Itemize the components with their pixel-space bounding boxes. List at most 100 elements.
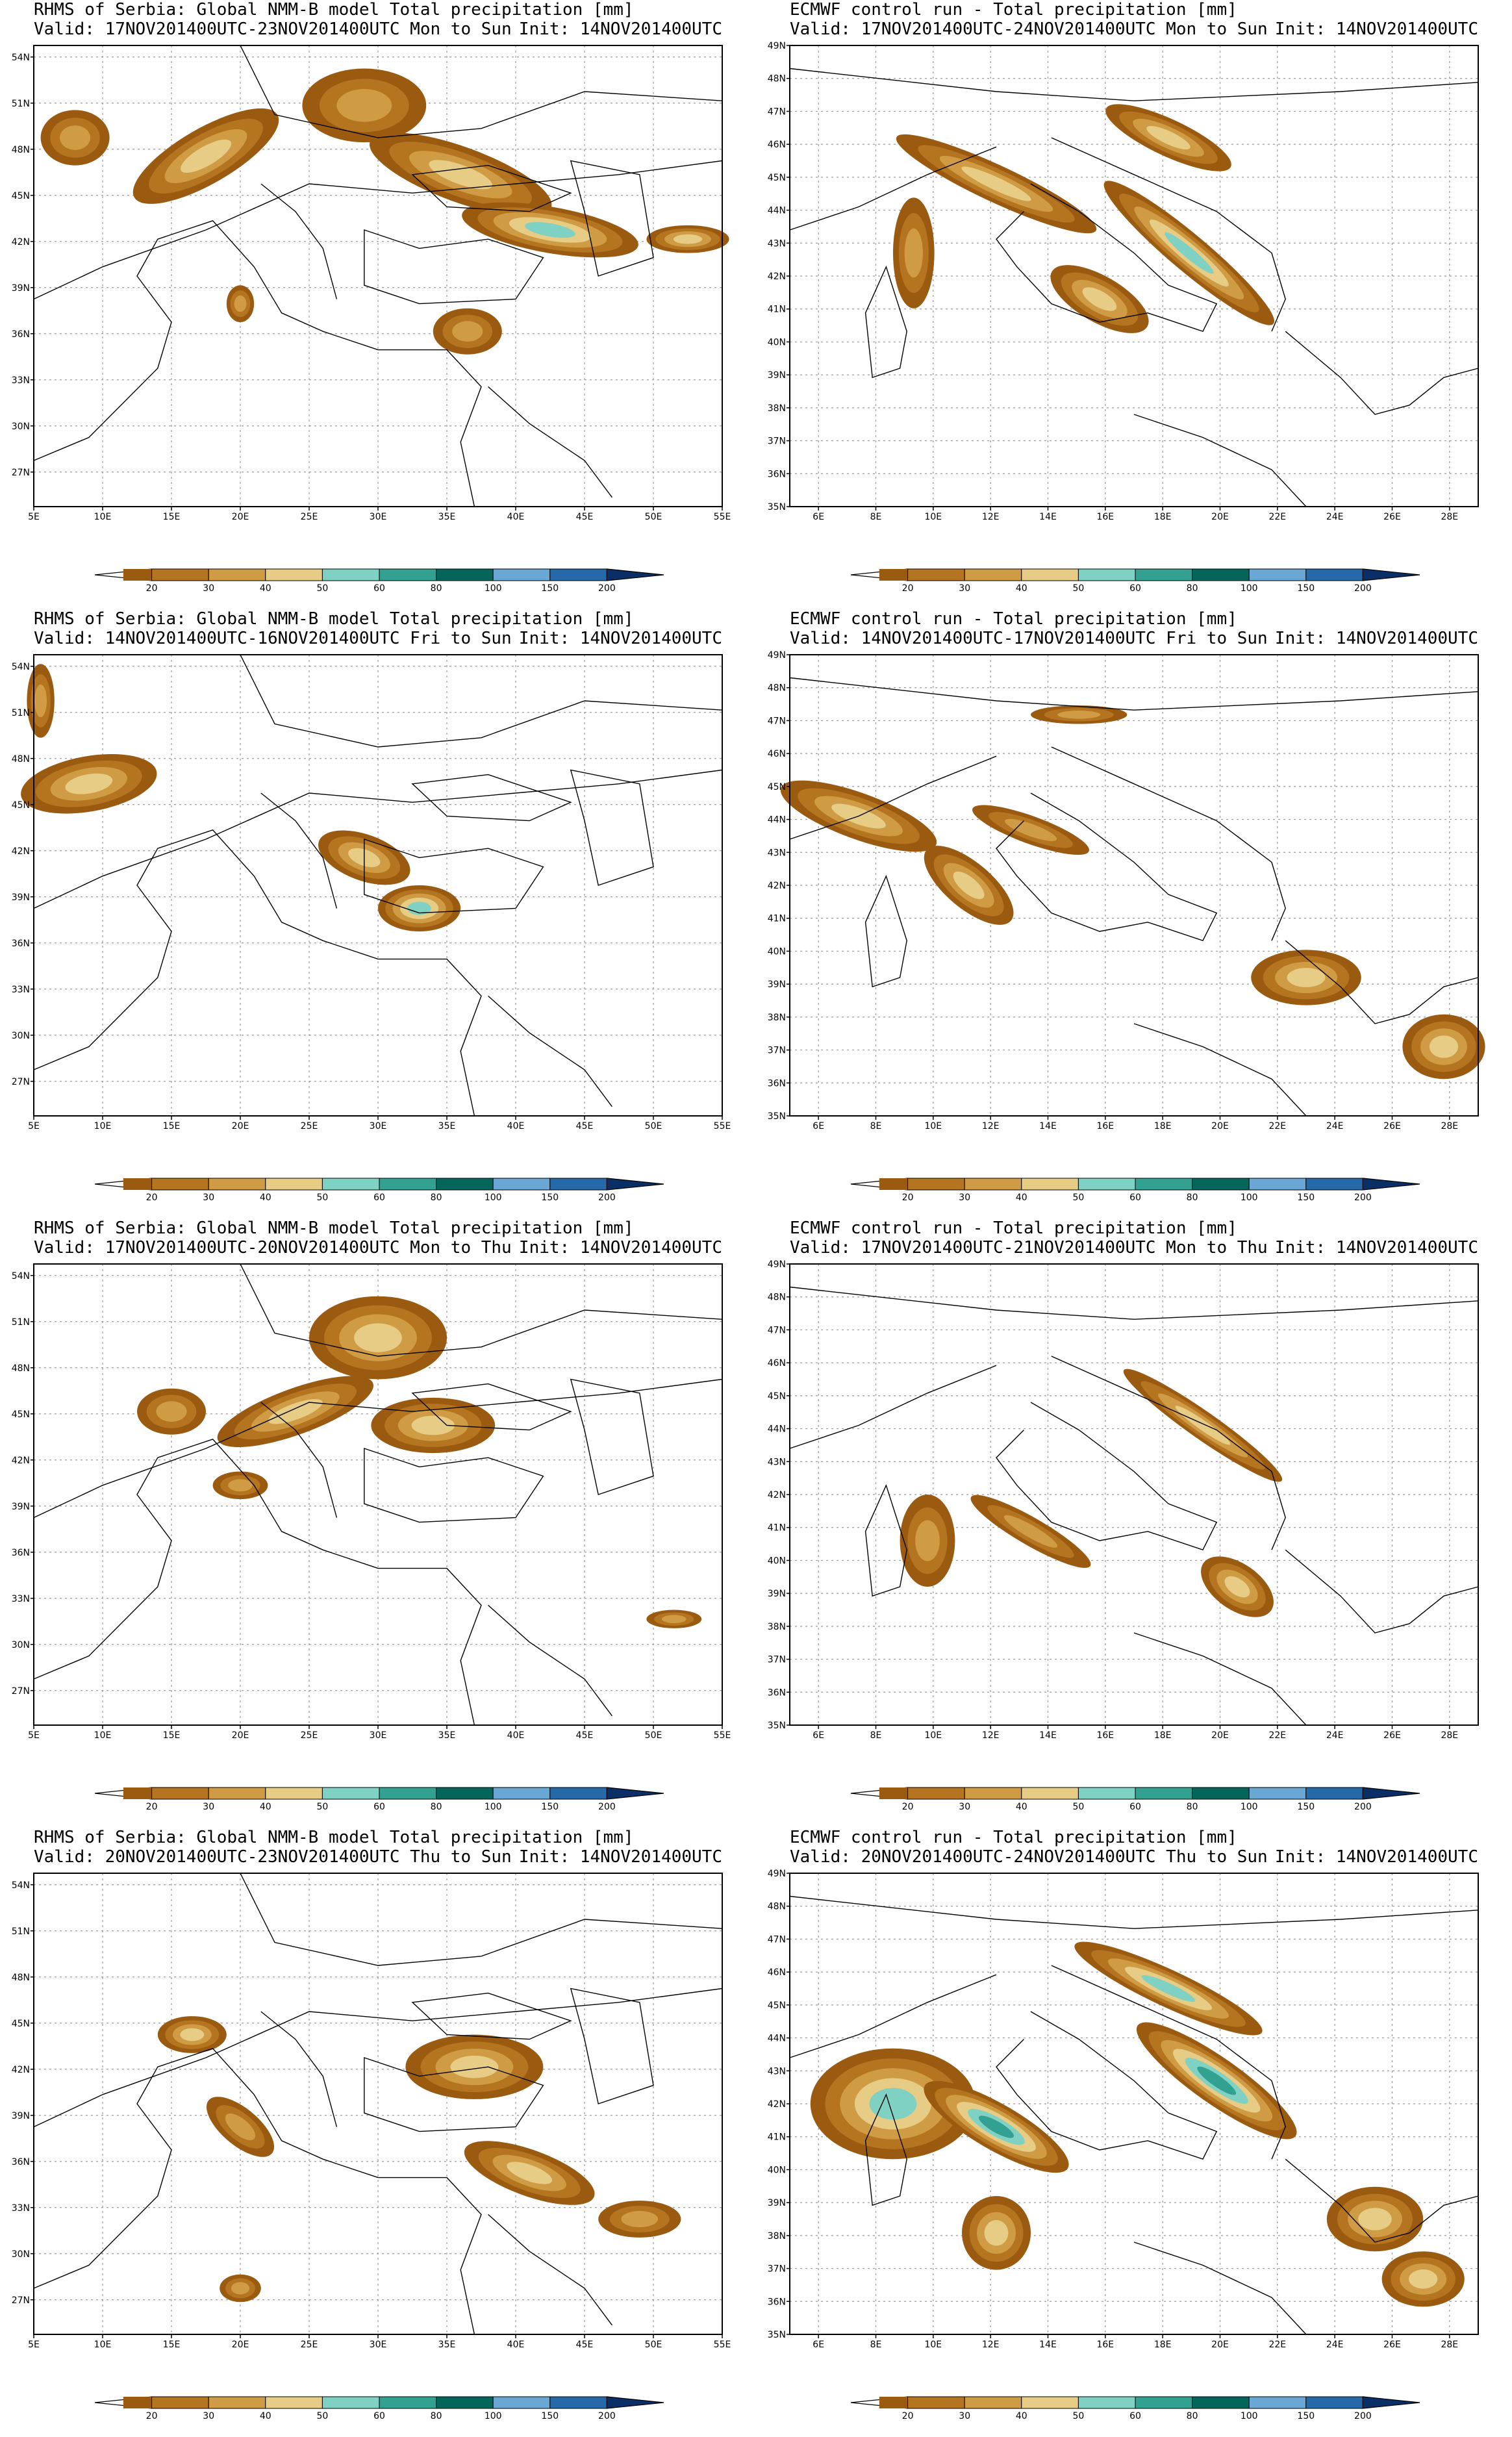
lon-tick-label: 10E — [94, 1121, 112, 1131]
colorbar-label: 200 — [1354, 583, 1372, 594]
lat-tick-label: 30N — [12, 1640, 30, 1650]
lat-tick-label: 39N — [12, 1502, 30, 1512]
lat-tick-label: 43N — [768, 2066, 786, 2077]
lat-tick-label: 39N — [12, 892, 30, 903]
colorbar-label: 50 — [316, 1802, 328, 1812]
lon-tick-label: 8E — [870, 512, 882, 522]
lat-tick-label: 33N — [12, 985, 30, 995]
lat-tick-label: 36N — [12, 1548, 30, 1558]
coastlines — [789, 1286, 1479, 1726]
colorbar-label: 40 — [1016, 1802, 1027, 1812]
lon-tick-label: 5E — [28, 2340, 40, 2350]
colorbar-label: 40 — [260, 583, 271, 594]
forecast-panel-3: RHMS of Serbia: Global NMM-B model Total… — [0, 609, 756, 1218]
colorbar-label: 200 — [598, 1802, 616, 1812]
lat-tick-label: 36N — [768, 1687, 786, 1698]
valid-period: Valid: 17NOV201400UTC-20NOV201400UTC Mon… — [34, 1238, 512, 1257]
lat-tick-label: 42N — [768, 2099, 786, 2110]
lon-tick-label: 15E — [163, 1730, 181, 1741]
forecast-panel-5: RHMS of Serbia: Global NMM-B model Total… — [0, 1218, 756, 1828]
lon-tick-label: 45E — [576, 1730, 594, 1741]
lat-tick-label: 37N — [768, 1655, 786, 1665]
colorbar-label: 80 — [1187, 2411, 1198, 2421]
lat-tick-label: 27N — [12, 468, 30, 478]
lon-tick-label: 50E — [645, 512, 662, 522]
precipitation-map: 6E 8E 10E 12E 14E 16E 18E 20E 22E 24E 26E 28E 49N 48N… — [768, 650, 1485, 1203]
panel-valid-line: Valid: 20NOV201400UTC-23NOV201400UTC Thu… — [34, 1847, 722, 1867]
lon-tick-label: 50E — [645, 2340, 662, 2350]
lat-tick-label: 54N — [12, 53, 30, 63]
lat-tick-label: 37N — [768, 1046, 786, 1056]
colorbar-label: 200 — [1354, 1193, 1372, 1203]
lon-tick-label: 14E — [1039, 1730, 1057, 1741]
lon-tick-label: 6E — [813, 2340, 824, 2350]
axis-labels: 5E 10E 15E 20E 25E 30E 35E 40E 45E 50E 55E 54N 51N 48… — [12, 1271, 731, 1741]
lat-tick-label: 48N — [12, 145, 30, 155]
lat-tick-label: 49N — [768, 41, 786, 51]
lon-tick-label: 55E — [714, 1730, 731, 1741]
colorbar-label: 30 — [203, 1802, 214, 1812]
lat-tick-label: 38N — [768, 1622, 786, 1632]
colorbar-label: 30 — [203, 1193, 214, 1203]
axis-labels: 5E 10E 15E 20E 25E 30E 35E 40E 45E 50E 55E 54N 51N 48… — [12, 1880, 731, 2350]
precipitation-field — [893, 104, 1274, 333]
lon-tick-label: 12E — [982, 1730, 1000, 1741]
lon-tick-label: 26E — [1383, 1121, 1401, 1131]
colorbar-label: 200 — [598, 583, 616, 594]
colorbar-label: 20 — [902, 1802, 914, 1812]
lon-tick-label: 8E — [870, 2340, 882, 2350]
lat-tick-label: 36N — [12, 329, 30, 340]
lon-tick-label: 5E — [28, 1121, 40, 1131]
forecast-panel-4: ECMWF control run - Total precipitation … — [756, 609, 1512, 1218]
lon-tick-label: 25E — [301, 512, 318, 522]
panel-title: RHMS of Serbia: Global NMM-B model Total… — [34, 609, 634, 629]
lat-tick-label: 37N — [768, 436, 786, 447]
valid-period: Valid: 20NOV201400UTC-24NOV201400UTC Thu… — [790, 1847, 1268, 1867]
colorbar-label: 60 — [373, 2411, 385, 2421]
colorbar-label: 60 — [1129, 2411, 1141, 2421]
panel-valid-line: Valid: 14NOV201400UTC-17NOV201400UTC Fri… — [790, 629, 1478, 648]
lat-tick-label: 33N — [12, 375, 30, 386]
colorbar-label: 100 — [1241, 1802, 1258, 1812]
lat-tick-label: 41N — [768, 914, 786, 924]
lat-tick-label: 40N — [768, 946, 786, 957]
precipitation-field — [900, 1369, 1283, 1617]
lon-tick-label: 12E — [982, 1121, 1000, 1131]
valid-period: Valid: 17NOV201400UTC-21NOV201400UTC Mon… — [790, 1238, 1268, 1257]
lon-tick-label: 10E — [924, 2340, 942, 2350]
lat-tick-label: 45N — [12, 800, 30, 811]
lon-tick-label: 55E — [714, 1121, 731, 1131]
lon-tick-label: 8E — [870, 1730, 882, 1741]
lat-tick-label: 39N — [768, 1589, 786, 1599]
lat-tick-label: 33N — [12, 2203, 30, 2214]
lat-tick-label: 27N — [12, 1686, 30, 1697]
colorbar-label: 50 — [316, 2411, 328, 2421]
lat-tick-label: 51N — [12, 1926, 30, 1937]
lon-tick-label: 55E — [714, 512, 731, 522]
lon-tick-label: 22E — [1268, 1730, 1286, 1741]
lat-tick-label: 45N — [768, 1391, 786, 1402]
colorbar-label: 200 — [1354, 2411, 1372, 2421]
lat-tick-label: 47N — [768, 107, 786, 117]
colorbar-label: 20 — [146, 583, 158, 594]
colorbar-label: 60 — [1129, 583, 1141, 594]
lat-tick-label: 48N — [768, 74, 786, 84]
lat-tick-label: 44N — [768, 815, 786, 826]
colorbar-label: 50 — [1072, 583, 1084, 594]
lon-tick-label: 20E — [232, 1730, 249, 1741]
coastlines — [33, 1263, 723, 1726]
lat-tick-label: 48N — [12, 1363, 30, 1374]
coastlines — [789, 68, 1479, 507]
valid-period: Valid: 14NOV201400UTC-16NOV201400UTC Fri… — [34, 629, 512, 648]
axis-labels: 5E 10E 15E 20E 25E 30E 35E 40E 45E 50E 55E 54N 51N 48… — [12, 53, 731, 522]
colorbar-label: 30 — [959, 583, 970, 594]
lat-tick-label: 41N — [768, 2132, 786, 2143]
lat-tick-label: 44N — [768, 206, 786, 216]
lon-tick-label: 40E — [507, 1730, 525, 1741]
lat-tick-label: 36N — [768, 2297, 786, 2307]
lon-tick-label: 35E — [438, 1730, 456, 1741]
lat-tick-label: 42N — [12, 2065, 30, 2075]
colorbar-label: 80 — [431, 1802, 442, 1812]
lon-tick-label: 6E — [813, 1730, 824, 1741]
